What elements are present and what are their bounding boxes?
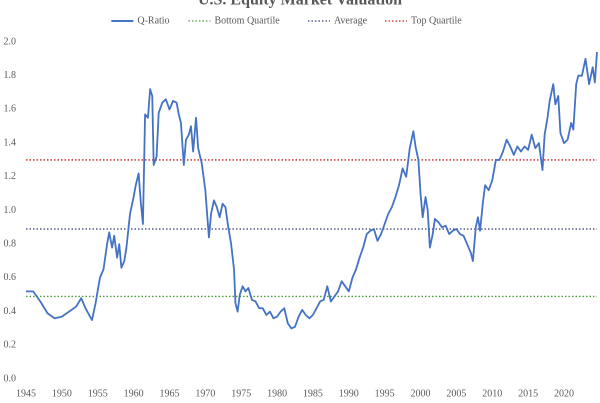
y-tick-label: 2.0 [4,36,17,47]
x-tick-label: 1945 [16,388,36,399]
x-tick-label: 1980 [267,388,287,399]
y-tick-label: 1.4 [4,137,17,148]
x-tick-label: 2015 [518,388,538,399]
x-tick-label: 2010 [482,388,502,399]
y-tick-label: 1.8 [4,70,17,81]
y-tick-label: 0.4 [4,306,17,317]
y-tick-label: 0.0 [4,373,17,384]
x-tick-label: 1960 [124,388,144,399]
x-tick-label: 1955 [88,388,108,399]
legend-label: Average [334,15,368,26]
x-tick-label: 1995 [375,388,395,399]
x-tick-label: 2000 [411,388,431,399]
data-line [26,52,598,330]
x-tick-label: 2020 [554,388,574,399]
y-tick-label: 1.0 [4,205,17,216]
y-tick-label: 0.6 [4,272,17,283]
x-tick-label: 1970 [195,388,215,399]
legend-label: Top Quartile [411,15,462,26]
x-tick-label: 1990 [339,388,359,399]
chart-title: U.S. Equity Market Valuation [198,0,402,9]
x-tick-label: 2005 [446,388,466,399]
legend-label: Q-Ratio [137,15,169,26]
y-tick-label: 0.8 [4,238,17,249]
legend-label: Bottom Quartile [214,15,280,26]
x-tick-label: 1950 [52,388,72,399]
y-tick-label: 0.2 [4,340,17,351]
x-tick-label: 1985 [303,388,323,399]
y-tick-label: 1.6 [4,104,17,115]
x-tick-label: 1965 [159,388,179,399]
x-tick-label: 1975 [231,388,251,399]
y-tick-label: 1.2 [4,171,17,182]
